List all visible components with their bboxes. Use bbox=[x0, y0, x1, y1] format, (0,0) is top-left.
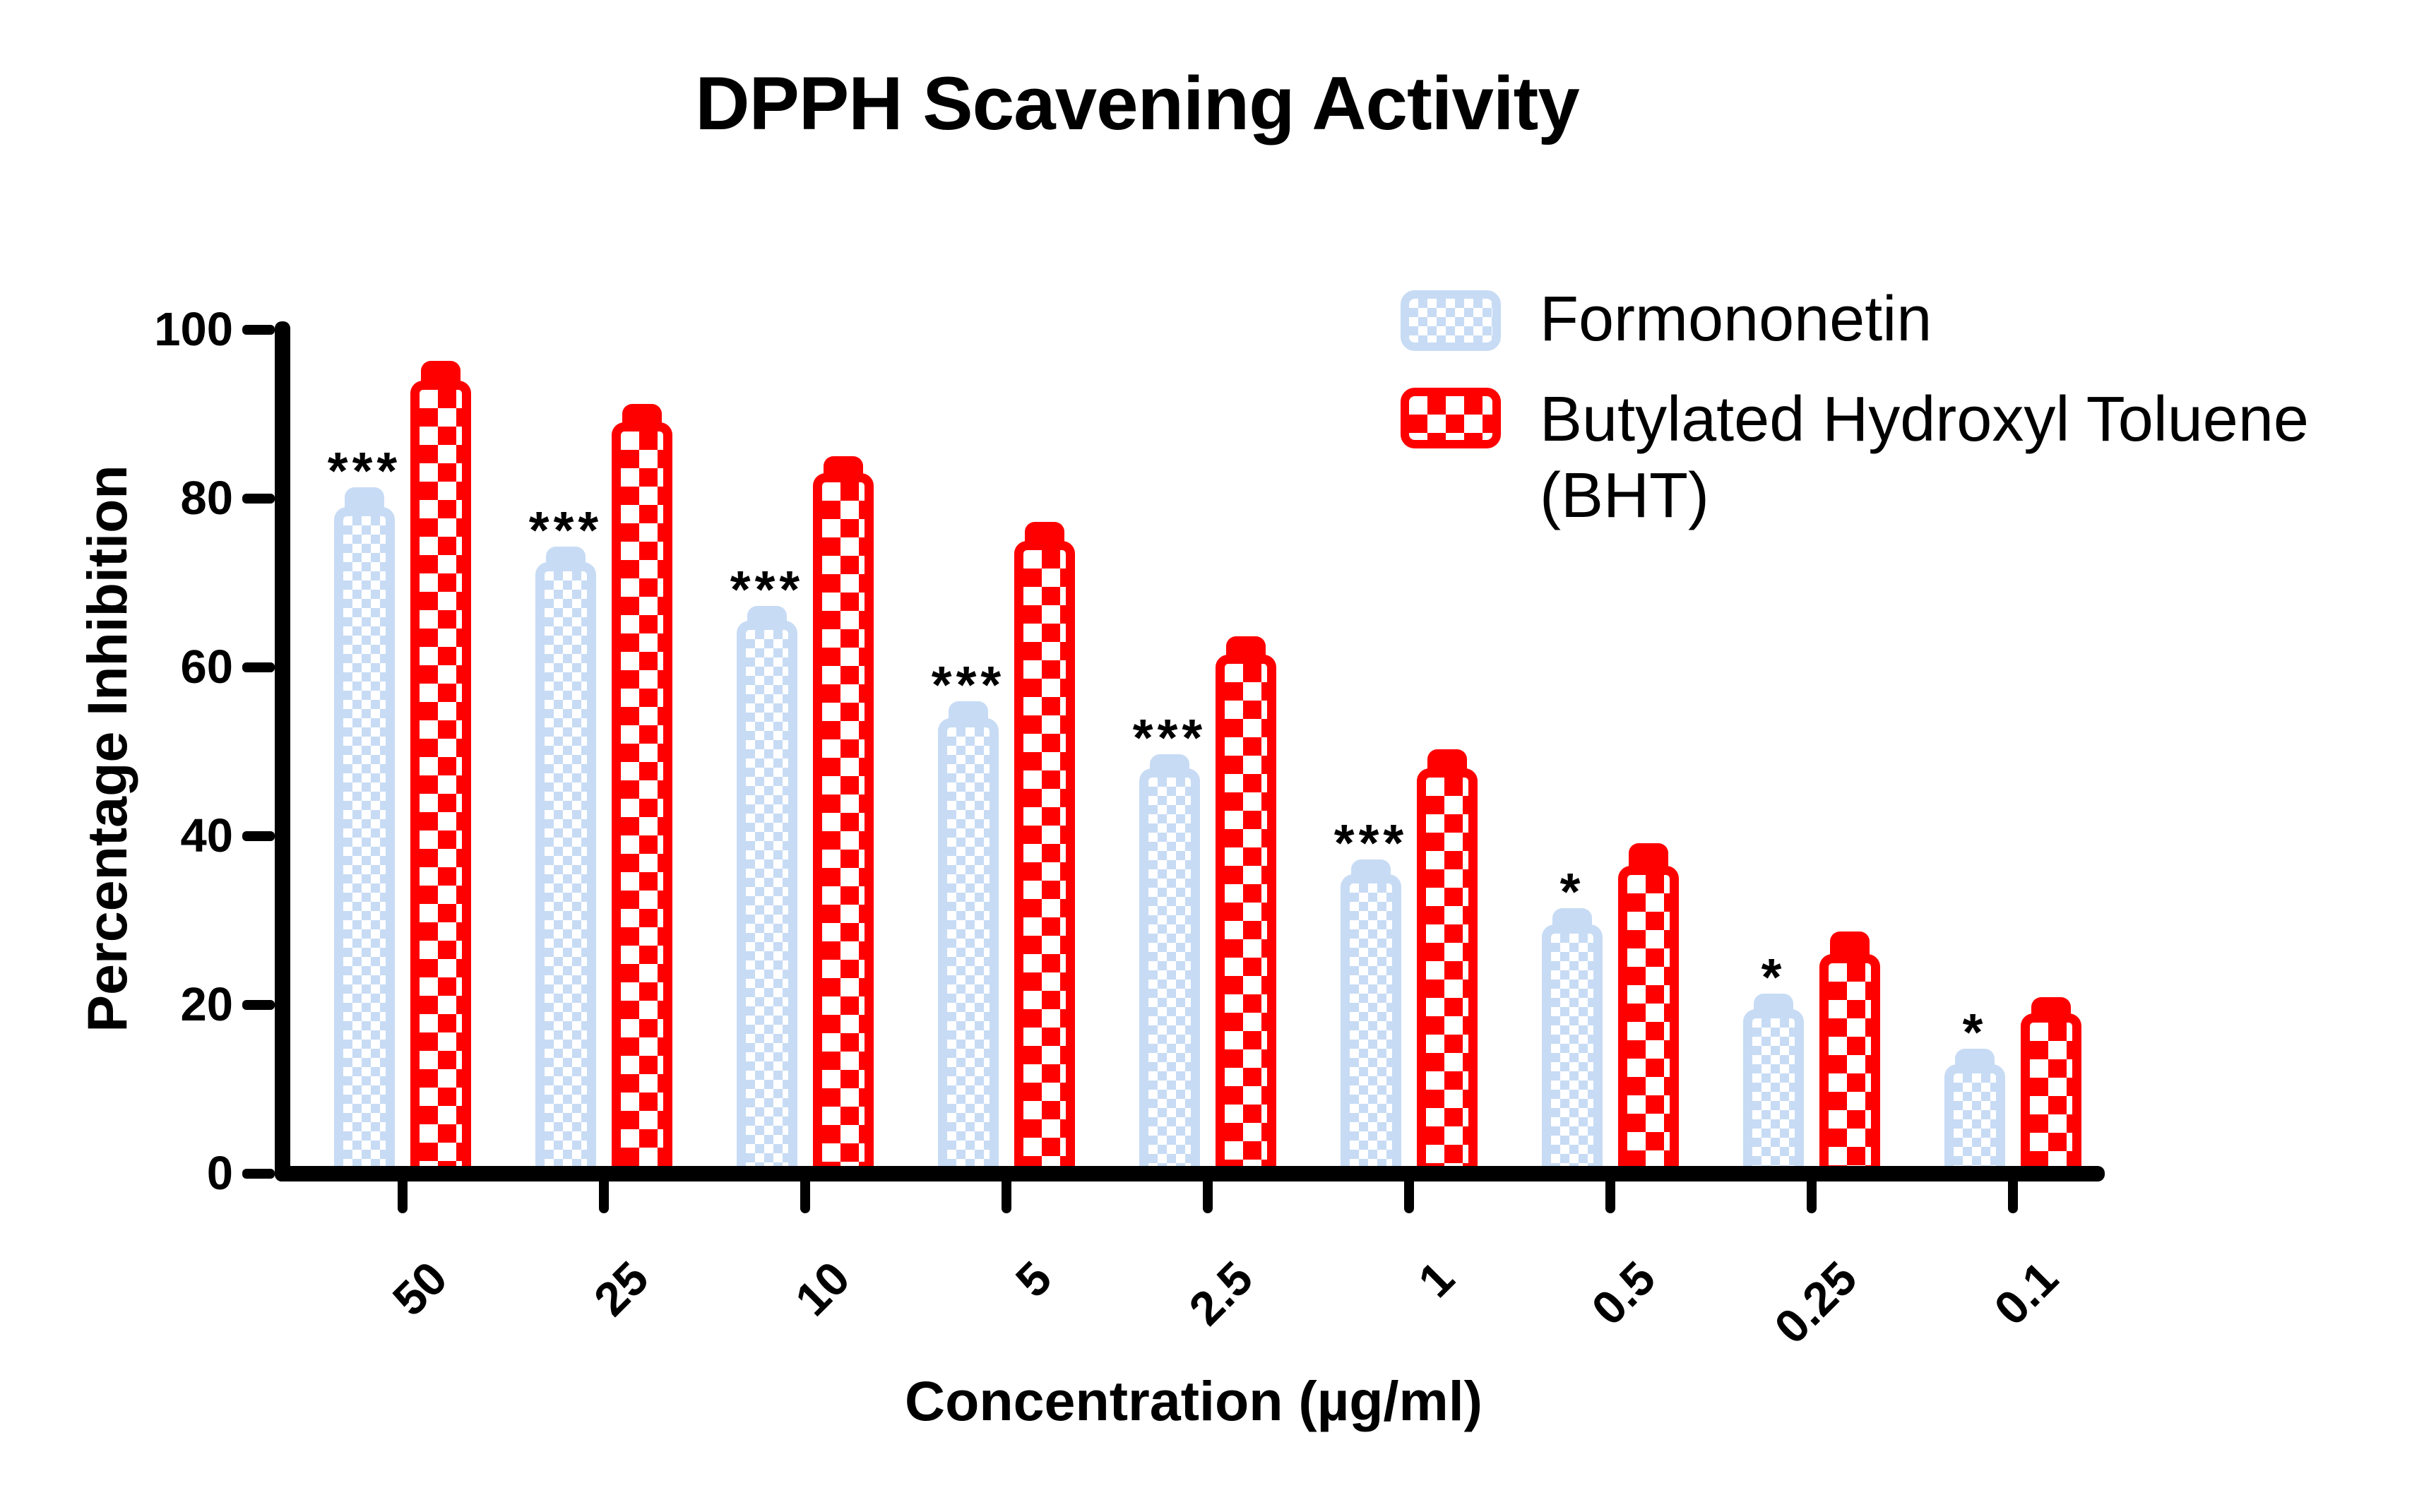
legend-label-bht-line1: Butylated Hydroxyl Toluene bbox=[1540, 384, 2309, 455]
x-tick-label: 0.1 bbox=[1984, 1251, 2069, 1336]
y-tick bbox=[242, 831, 275, 841]
legend-swatch-bht bbox=[1401, 388, 1501, 448]
significance-label-1: *** bbox=[1333, 814, 1408, 873]
x-tick bbox=[1002, 1174, 1011, 1213]
x-tick-label: 5 bbox=[1005, 1251, 1062, 1308]
x-tick bbox=[599, 1174, 609, 1213]
bar-formononetin-0.25 bbox=[1743, 1008, 1804, 1180]
chart-title: DPPH Scavening Activity bbox=[695, 61, 1580, 145]
legend-swatch-formononetin bbox=[1401, 290, 1501, 351]
bar-bht-10 bbox=[813, 473, 874, 1180]
y-tick-label: 80 bbox=[180, 472, 233, 525]
bar-bht-0.25 bbox=[1819, 954, 1880, 1180]
y-tick-label: 60 bbox=[180, 641, 233, 694]
x-tick bbox=[1203, 1174, 1213, 1213]
significance-label-0.1: * bbox=[1962, 1003, 1988, 1062]
significance-label-10: *** bbox=[730, 559, 804, 619]
bar-formononetin-1 bbox=[1341, 874, 1401, 1180]
x-tick-label: 50 bbox=[383, 1251, 458, 1326]
legend-label-bht: Butylated Hydroxyl Toluene (BHT) bbox=[1540, 381, 2309, 534]
significance-label-0.25: * bbox=[1761, 948, 1786, 1007]
y-tick-label: 0 bbox=[206, 1147, 233, 1200]
y-tick bbox=[242, 1169, 275, 1179]
bar-bht-5 bbox=[1014, 540, 1075, 1180]
bar-formononetin-25 bbox=[535, 561, 596, 1180]
bar-bht-0.5 bbox=[1618, 865, 1679, 1180]
bar-formononetin-2.5 bbox=[1139, 768, 1200, 1180]
bar-formononetin-50 bbox=[334, 506, 395, 1180]
bar-formononetin-10 bbox=[737, 621, 797, 1180]
y-axis-line bbox=[275, 321, 290, 1181]
x-tick bbox=[1807, 1174, 1817, 1213]
x-tick-label: 10 bbox=[785, 1251, 861, 1326]
x-axis-title: Concentration (µg/ml) bbox=[905, 1369, 1483, 1432]
significance-label-0.5: * bbox=[1559, 862, 1585, 921]
y-tick-label: 100 bbox=[154, 303, 233, 356]
x-tick bbox=[800, 1174, 810, 1213]
x-tick-label: 25 bbox=[584, 1251, 660, 1326]
bar-bht-50 bbox=[410, 380, 471, 1180]
legend-label-formononetin: Formononetin bbox=[1540, 284, 1932, 355]
x-tick bbox=[1605, 1174, 1615, 1213]
y-tick bbox=[242, 494, 275, 504]
bar-bht-25 bbox=[612, 422, 672, 1180]
bar-bht-2.5 bbox=[1216, 655, 1276, 1180]
x-tick bbox=[398, 1174, 408, 1213]
y-tick-label: 20 bbox=[180, 978, 233, 1031]
y-tick bbox=[242, 1000, 275, 1010]
x-tick bbox=[1404, 1174, 1414, 1213]
x-axis-line bbox=[275, 1166, 2105, 1181]
legend-label-bht-line2: (BHT) bbox=[1540, 460, 1709, 531]
bar-formononetin-0.1 bbox=[1944, 1064, 2005, 1180]
x-tick-label: 2.5 bbox=[1179, 1251, 1264, 1336]
y-tick bbox=[242, 325, 275, 335]
bar-formononetin-0.5 bbox=[1542, 924, 1603, 1180]
significance-label-25: *** bbox=[528, 501, 603, 560]
significance-label-5: *** bbox=[931, 655, 1006, 714]
bar-formononetin-5 bbox=[938, 718, 999, 1180]
significance-label-2.5: *** bbox=[1132, 708, 1207, 768]
significance-label-50: *** bbox=[327, 441, 402, 501]
x-tick-label: 1 bbox=[1408, 1251, 1465, 1308]
x-tick-label: 0.25 bbox=[1764, 1251, 1867, 1355]
x-tick bbox=[2008, 1174, 2018, 1213]
x-tick-label: 0.5 bbox=[1581, 1251, 1666, 1336]
y-tick bbox=[242, 662, 275, 672]
y-tick-label: 40 bbox=[180, 809, 233, 862]
